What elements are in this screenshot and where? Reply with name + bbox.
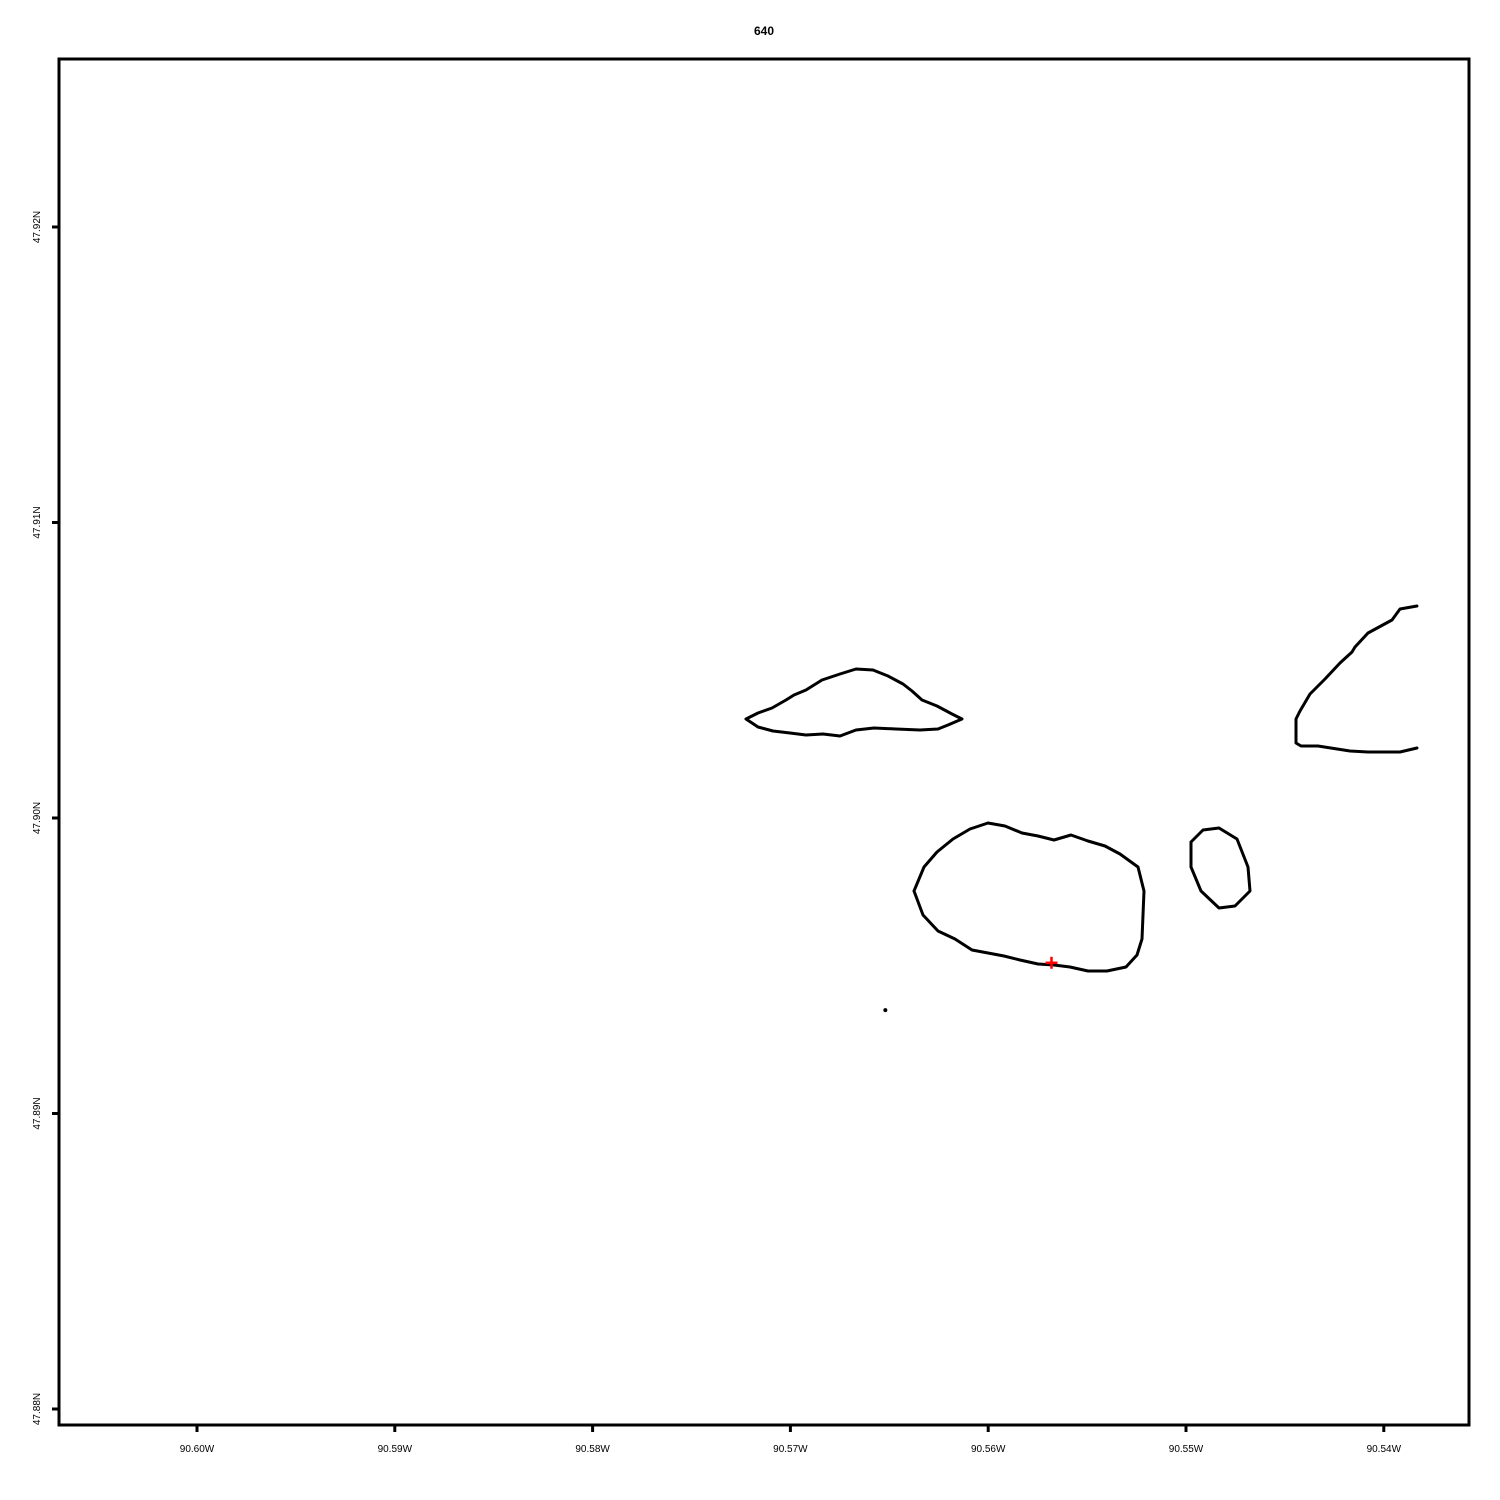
- x-tick-label: 90.57W: [773, 1444, 808, 1455]
- x-tick-label: 90.58W: [575, 1444, 610, 1455]
- shoreline-outline-east: [1294, 604, 1419, 754]
- plot-frame: [57, 57, 1471, 1427]
- x-axis-ticks: 90.60W 90.59W 90.58W 90.57W 90.56W 90.55W 90.5…: [180, 1425, 1402, 1455]
- x-tick-label: 90.55W: [1169, 1444, 1204, 1455]
- y-axis-ticks: 47.92N 47.91N 47.90N 47.89N 47.88N: [32, 211, 59, 1425]
- x-tick-label: 90.60W: [180, 1444, 215, 1455]
- y-tick-label: 47.88N: [32, 1393, 43, 1425]
- x-tick-label: 90.56W: [971, 1444, 1006, 1455]
- shoreline-outline-center: [912, 821, 1146, 973]
- shoreline-outline-small: [1189, 826, 1252, 910]
- y-tick-label: 47.91N: [32, 506, 43, 538]
- y-tick-label: 47.92N: [32, 211, 43, 243]
- small-dot: [883, 1008, 888, 1013]
- y-tick-label: 47.90N: [32, 802, 43, 834]
- x-tick-label: 90.54W: [1367, 1444, 1402, 1455]
- shoreline-outline-north: [744, 667, 964, 738]
- y-tick-label: 47.89N: [32, 1097, 43, 1129]
- map-title: 640: [754, 24, 774, 38]
- x-tick-label: 90.59W: [378, 1444, 413, 1455]
